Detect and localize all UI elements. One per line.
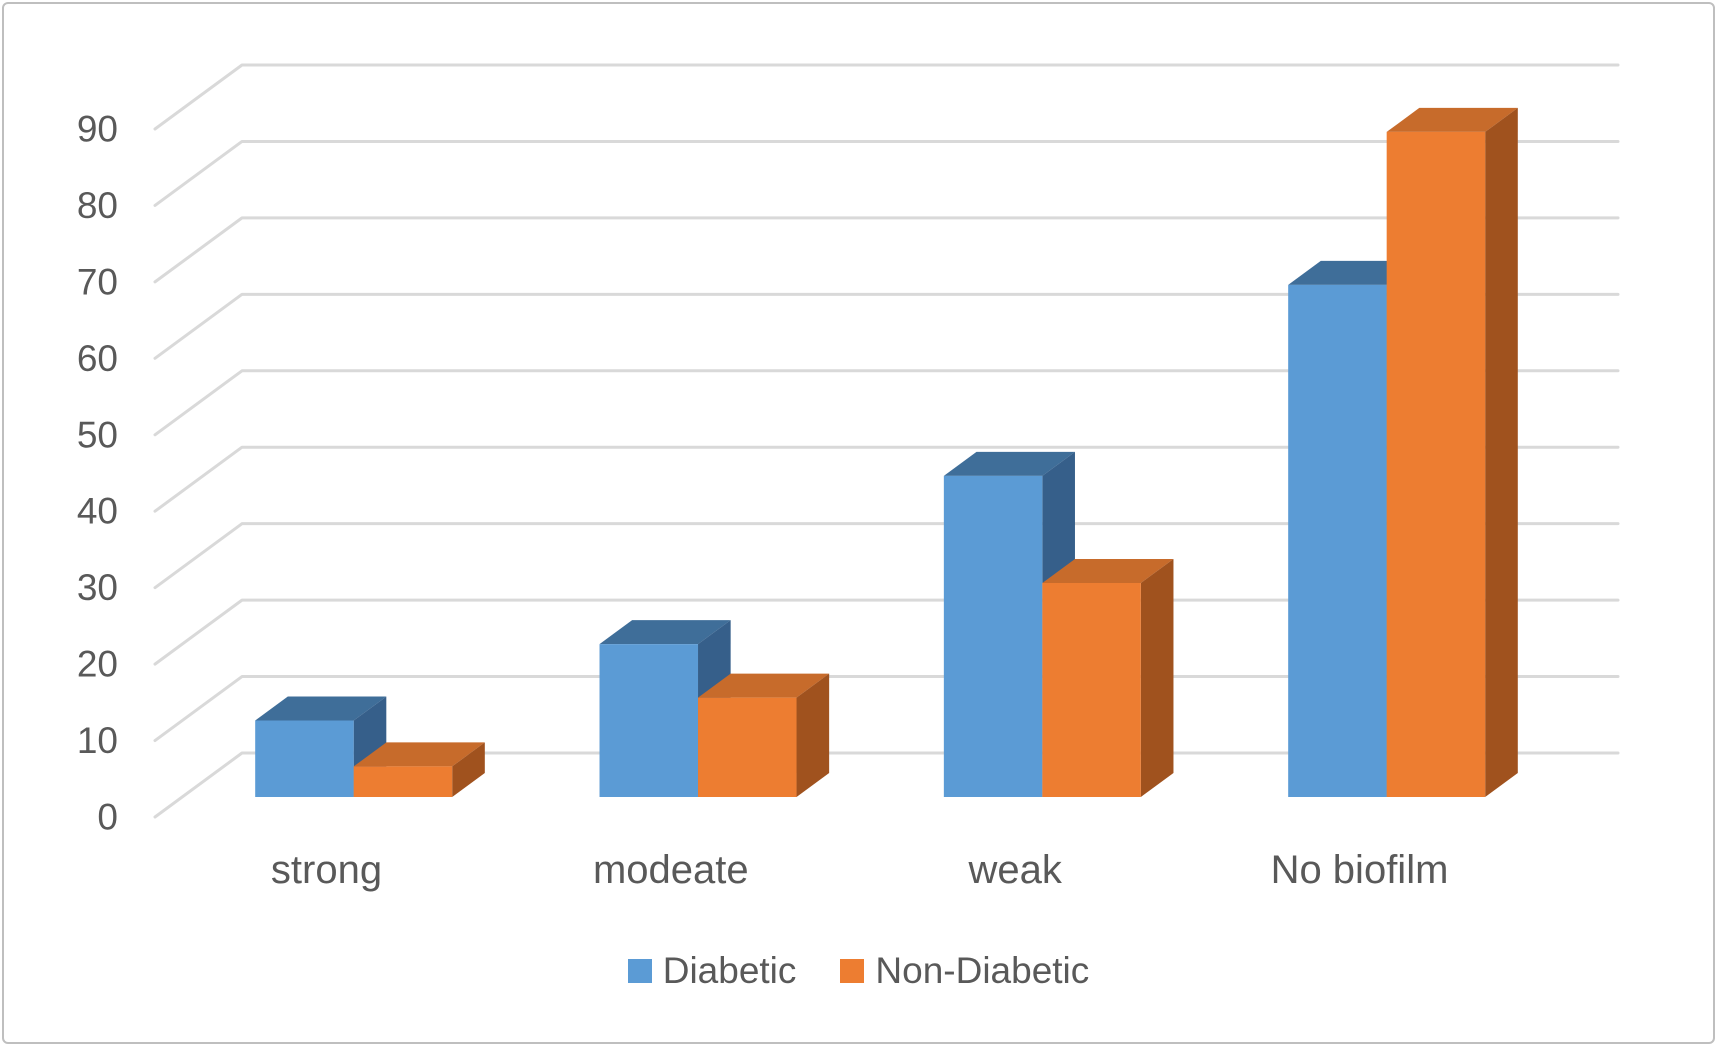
bar-non-diabetic-weak (1042, 582, 1141, 797)
bar-top-diabetic-strong (255, 696, 387, 721)
x-category-label-no-biofilm: No biofilm (1271, 848, 1449, 892)
legend-swatch-diabetic-icon (627, 959, 652, 983)
y-tick-label-0: 0 (97, 797, 118, 838)
gridline-40 (153, 445, 1620, 513)
x-category-label-weak: weak (967, 848, 1062, 892)
bar-non-diabetic-modeate (698, 697, 797, 797)
chart-legend: Diabetic Non-Diabetic (0, 950, 1717, 992)
bar-diabetic-strong (255, 720, 354, 797)
bar-top-non-diabetic-weak (1042, 558, 1174, 583)
y-tick-label-20: 20 (77, 644, 118, 685)
bar-diabetic-weak (943, 475, 1043, 797)
bar-diabetic-no-biofilm (1288, 284, 1387, 797)
legend-label-diabetic: Diabetic (662, 950, 797, 991)
x-category-label-modeate: modeate (593, 848, 749, 892)
legend-item-non-diabetic: Non-Diabetic (840, 950, 1089, 992)
y-tick-label-80: 80 (77, 185, 118, 226)
bar-top-non-diabetic-no-biofilm (1386, 107, 1518, 132)
gridline-60 (153, 292, 1620, 360)
bar-diabetic-modeate (599, 644, 699, 797)
bar-top-diabetic-weak (943, 451, 1075, 476)
legend-label-non-diabetic: Non-Diabetic (875, 950, 1090, 991)
bar-side-non-diabetic-strong (452, 742, 485, 797)
bar-side-non-diabetic-no-biofilm (1485, 107, 1518, 798)
y-tick-label-10: 10 (77, 720, 118, 761)
x-category-label-strong: strong (271, 848, 382, 892)
gridline-50 (153, 369, 1620, 437)
y-tick-label-50: 50 (77, 414, 118, 455)
y-tick-label-90: 90 (77, 109, 118, 150)
gridline-30 (153, 522, 1620, 590)
gridline-80 (153, 139, 1620, 207)
bar-top-non-diabetic-strong (353, 742, 485, 767)
bar-side-non-diabetic-modeate (796, 673, 830, 797)
gridline-90 (153, 63, 1620, 131)
y-tick-label-30: 30 (77, 567, 118, 608)
y-tick-label-70: 70 (77, 261, 118, 302)
y-tick-label-40: 40 (77, 491, 118, 532)
bar-non-diabetic-strong (353, 766, 453, 797)
bar-side-non-diabetic-weak (1140, 558, 1174, 797)
bar-top-non-diabetic-modeate (698, 673, 830, 698)
bar-top-diabetic-no-biofilm (1288, 260, 1420, 285)
bar-top-diabetic-modeate (599, 620, 731, 645)
bar-non-diabetic-no-biofilm (1386, 131, 1486, 797)
gridline-70 (153, 216, 1620, 284)
legend-swatch-non-diabetic-icon (840, 959, 865, 983)
y-tick-label-60: 60 (77, 338, 118, 379)
legend-item-diabetic: Diabetic (627, 950, 797, 992)
